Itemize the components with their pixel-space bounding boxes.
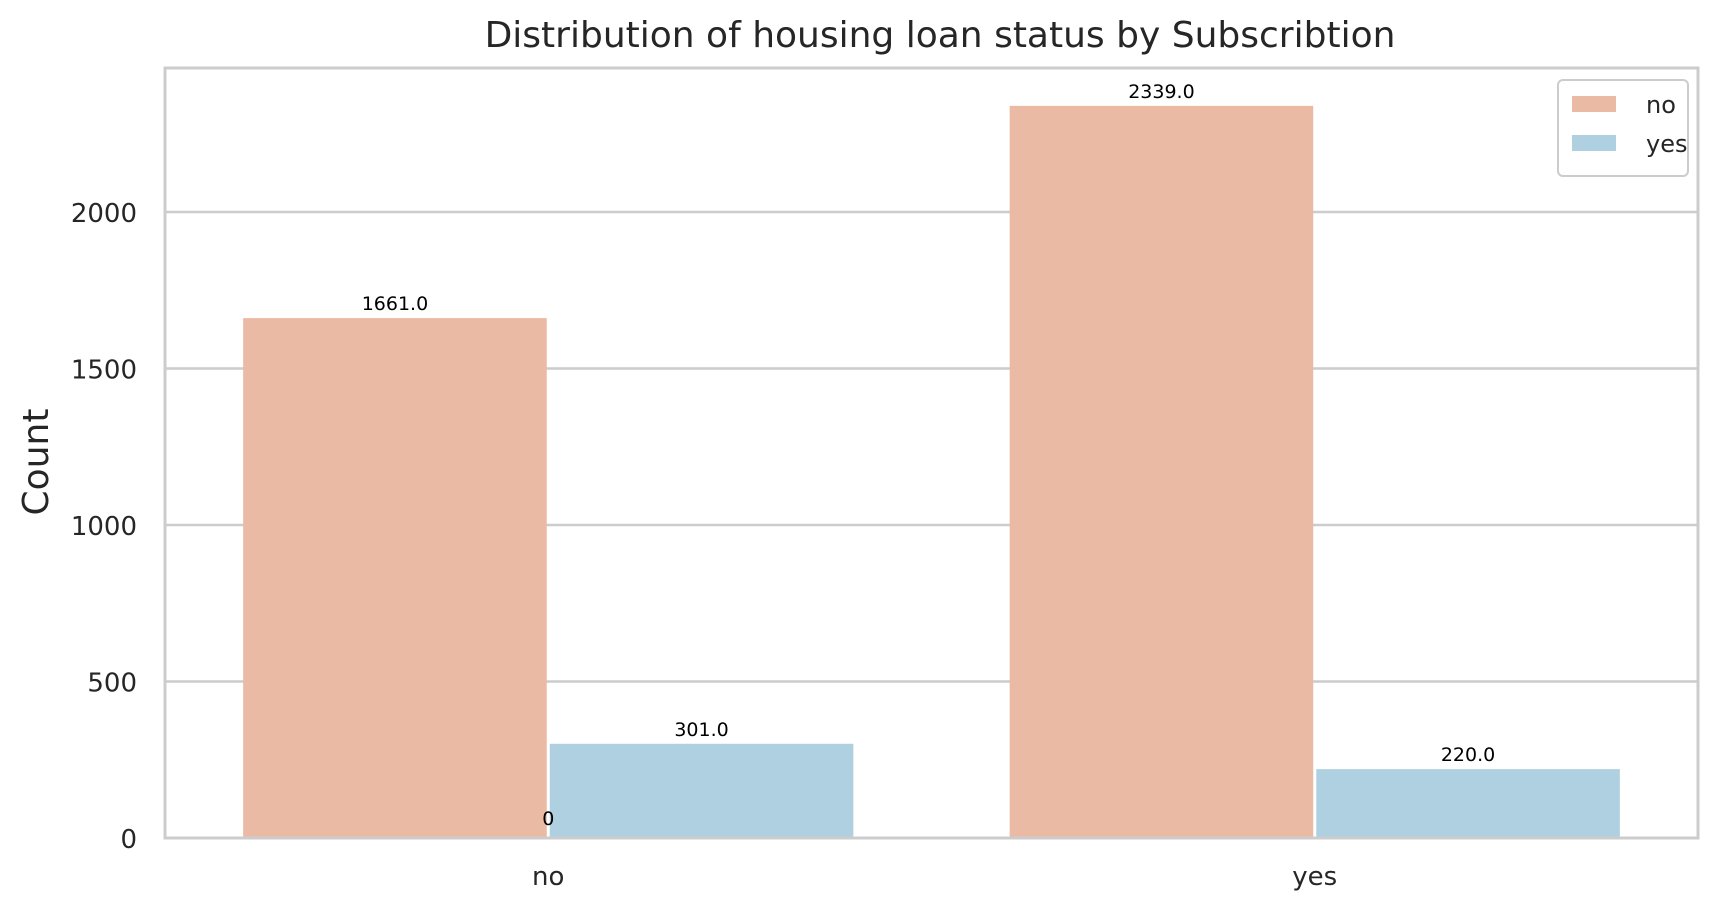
- annotation-label: 0: [542, 808, 554, 830]
- y-tick-label: 500: [87, 668, 137, 698]
- x-tick-label: no: [532, 862, 564, 892]
- legend-label: yes: [1646, 130, 1687, 158]
- bars: [243, 105, 1620, 839]
- bar-value-label: 1661.0: [362, 293, 428, 315]
- y-tick-label: 0: [120, 825, 137, 855]
- chart-title: Distribution of housing loan status by S…: [485, 15, 1396, 56]
- bar-yes-no: [549, 743, 854, 838]
- y-tick-label: 1500: [71, 355, 137, 385]
- y-axis-label: Count: [16, 409, 57, 516]
- plot-frame: [163, 66, 1700, 840]
- legend-swatch-no: [1572, 96, 1616, 112]
- legend: no yes: [1557, 79, 1689, 177]
- y-axis-ticks: 0 500 1000 1500 2000: [71, 199, 137, 855]
- bar-value-labels: 1661.0 2339.0 301.0 220.0 0: [362, 81, 1496, 830]
- bar-value-label: 2339.0: [1128, 81, 1194, 103]
- legend-label: no: [1646, 91, 1676, 119]
- bar-no-no: [243, 318, 547, 838]
- bar-no-yes: [1009, 105, 1314, 839]
- y-tick-label: 1000: [71, 512, 137, 542]
- y-tick-label: 2000: [71, 199, 137, 229]
- bar-value-label: 301.0: [674, 719, 728, 741]
- x-axis-ticks: no yes: [532, 862, 1337, 892]
- bar-value-label: 220.0: [1441, 744, 1495, 766]
- legend-swatch-yes: [1572, 135, 1616, 151]
- x-tick-label: yes: [1292, 862, 1337, 892]
- bar-yes-yes: [1316, 769, 1620, 838]
